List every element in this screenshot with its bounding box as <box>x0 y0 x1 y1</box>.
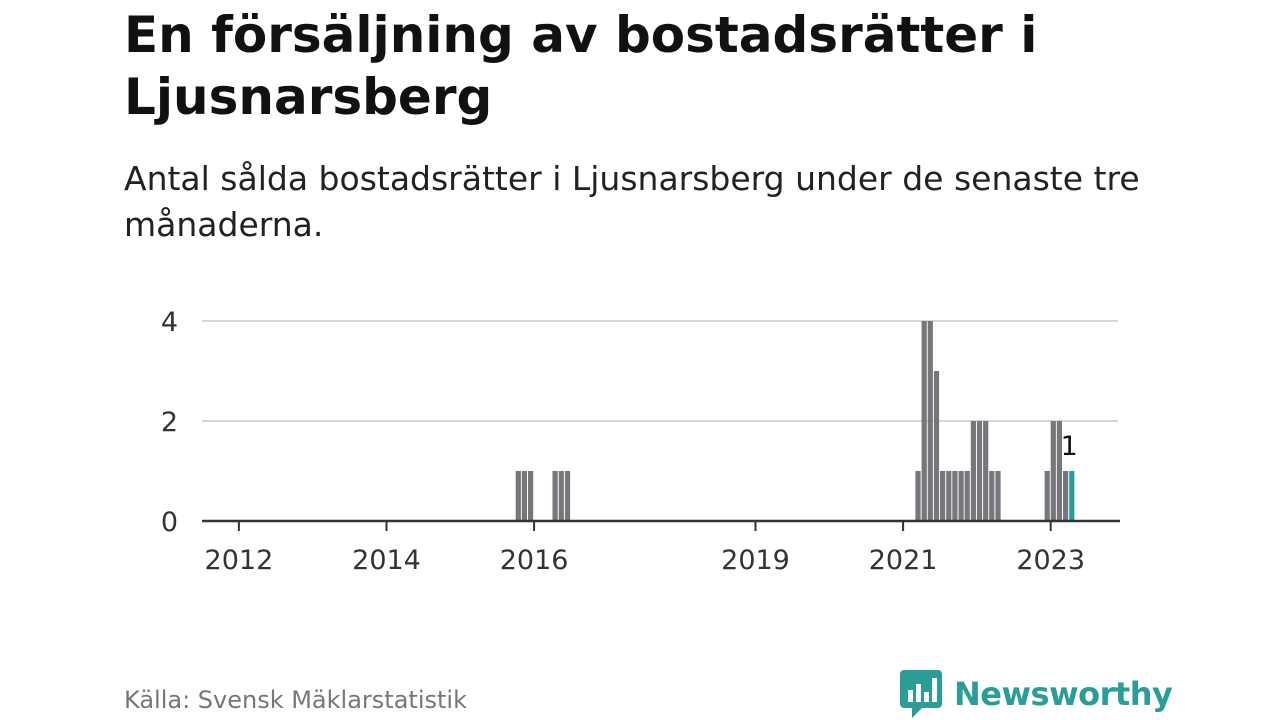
chart-subtitle: Antal sålda bostadsrätter i Ljusnarsberg… <box>124 159 1140 244</box>
bar-value-label: 1 <box>1061 431 1078 462</box>
bar <box>933 371 940 521</box>
bar <box>970 421 976 521</box>
bar-highlighted <box>1069 471 1075 521</box>
y-tick-label-0: 0 <box>161 507 178 538</box>
bar <box>552 471 558 521</box>
axes <box>202 519 1120 531</box>
y-tick-label-2: 2 <box>161 407 178 438</box>
bar <box>976 421 983 521</box>
bar <box>940 471 946 521</box>
bar <box>921 321 927 521</box>
bar <box>946 471 952 521</box>
bar <box>1050 421 1056 521</box>
x-tick-label-2019: 2019 <box>721 545 790 576</box>
bar <box>958 471 964 521</box>
brand-logo: Newsworthy <box>900 668 1173 720</box>
bar <box>927 321 933 521</box>
y-tick-label-4: 4 <box>161 307 178 338</box>
bar <box>983 421 989 521</box>
source-note: Källa: Svensk Mäklarstatistik <box>124 686 467 714</box>
bars <box>515 321 1075 521</box>
bar <box>1044 471 1050 521</box>
bar <box>528 471 534 521</box>
bar <box>952 471 958 521</box>
bar <box>521 471 527 521</box>
bar <box>989 471 995 521</box>
bar <box>515 471 521 521</box>
x-tick-label-2023: 2023 <box>1016 545 1085 576</box>
bar <box>915 471 921 521</box>
gridlines <box>202 320 1118 422</box>
x-tick-label-2012: 2012 <box>205 545 274 576</box>
bar <box>995 471 1001 521</box>
chart-title: En försäljning av bostadsrätter i Ljusna… <box>124 6 1038 126</box>
bar <box>558 471 564 521</box>
bar <box>1063 471 1069 521</box>
bar <box>964 471 970 521</box>
x-tick-label-2016: 2016 <box>500 545 569 576</box>
x-tick-label-2021: 2021 <box>869 545 938 576</box>
bar-chart-speech-bubble-icon <box>900 670 942 718</box>
bar <box>564 471 571 521</box>
brand-name: Newsworthy <box>954 675 1173 713</box>
x-tick-label-2014: 2014 <box>352 545 421 576</box>
labels: 0 2 4 1 2012 2014 2016 2019 2021 2023 <box>161 307 1085 576</box>
bar <box>1056 421 1062 521</box>
